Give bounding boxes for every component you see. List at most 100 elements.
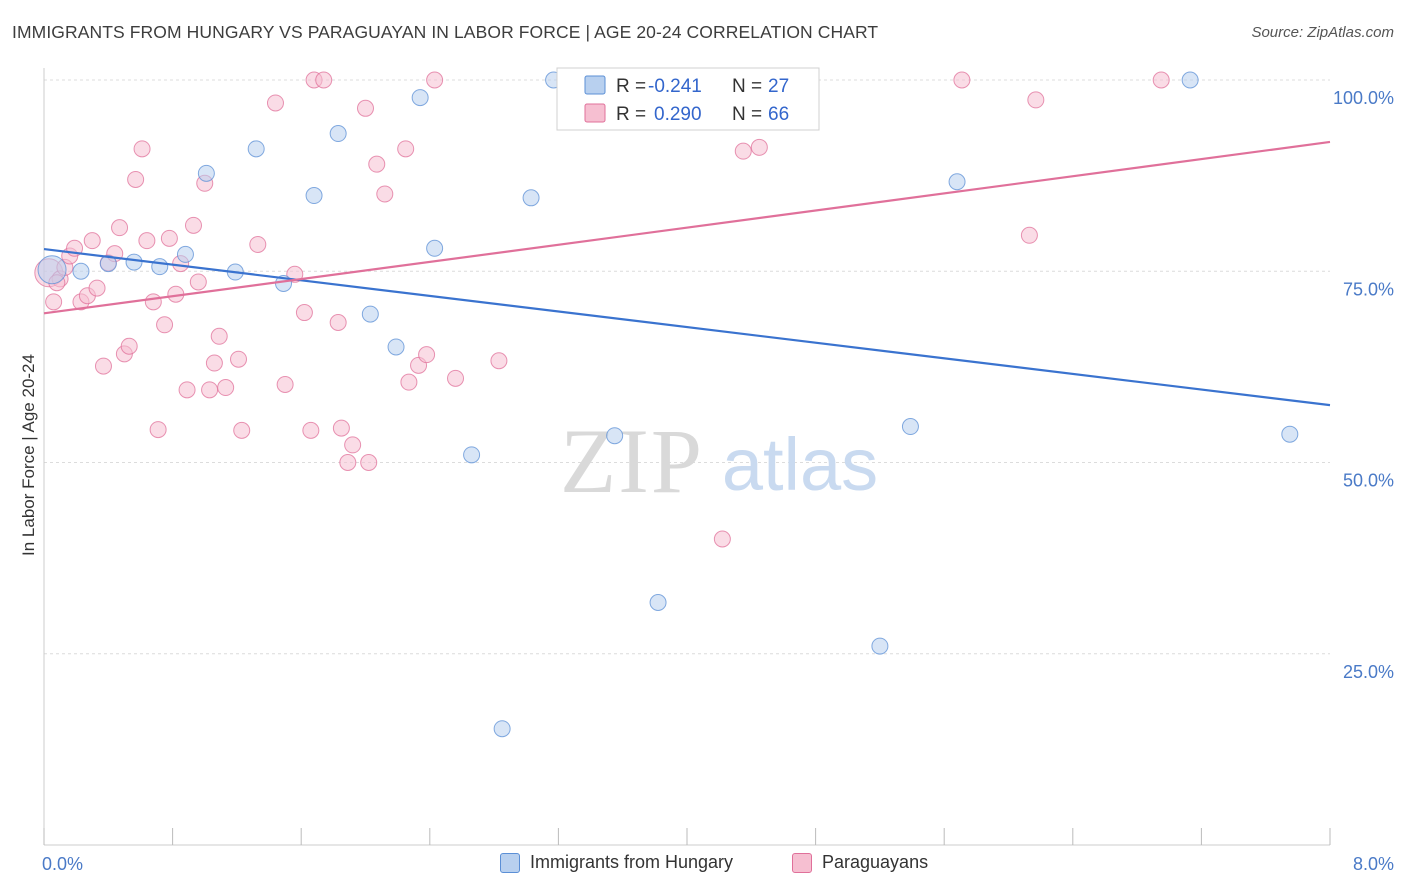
paraguayan-point [127,170,145,188]
trend-lines [43,140,1331,407]
stats-r-hungary: -0.241 [648,76,702,97]
hungary-point [72,262,90,280]
legend-label-hungary: Immigrants from Hungary [530,852,734,872]
hungary-point [247,140,265,158]
paraguayan-point [133,140,151,158]
y-tick-label: 25.0% [1343,662,1394,682]
watermark-atlas: atlas [722,423,878,506]
stats-n-label-2: N = [732,104,762,125]
paraguayan-point [329,314,347,332]
hungary-point [493,720,511,738]
x-tick-labels: 0.0% 8.0% [42,854,1394,874]
paraguayan-point [376,185,394,203]
chart-source: Source: ZipAtlas.com [1251,24,1394,41]
hungary-point [37,255,67,285]
paraguayan-point [344,436,362,454]
paraguayan-point [400,373,418,391]
paraguayan-point [189,273,207,291]
stats-n-hungary: 27 [768,76,789,97]
x-tick-label-max: 8.0% [1353,854,1394,874]
y-tick-label: 75.0% [1343,279,1394,299]
y-tick-label: 100.0% [1333,88,1394,108]
paraguayan-point [713,530,731,548]
paraguayan-point [360,454,378,471]
paraguayan-point [205,354,223,372]
x-tick-label-min: 0.0% [42,854,83,874]
paraguayan-point [120,337,138,355]
hungary-point [387,338,405,356]
paraguayan-point [953,71,971,89]
stats-n-label-1: N = [732,76,762,97]
hungary-point [99,255,117,273]
paraguayan-point [276,375,294,393]
hungary-point [1281,425,1299,443]
paraguayan-point [88,279,106,297]
hungary-point [948,173,966,191]
hungary-point [522,189,540,207]
hungary-point [426,239,444,257]
paraguayan-point [156,316,174,334]
hungary-point [361,305,379,323]
paraguayan-point [1020,226,1038,244]
paraguayan-point [295,304,313,322]
axes [43,68,1331,846]
paraguayan-point [357,99,374,117]
legend-swatch-hungary [500,852,520,873]
paraguayan-point [233,421,251,439]
legend-swatch-paraguayans [792,852,812,873]
hungary-point [329,125,347,143]
hungary-point [649,593,667,611]
paraguayan-point [368,155,386,173]
hungary-point [305,187,323,205]
paraguayan-point [94,357,112,375]
chart-title: IMMIGRANTS FROM HUNGARY VS PARAGUAYAN IN… [12,22,879,42]
hungary-point [901,418,919,436]
hungary-point [197,164,215,182]
paraguayan-point [332,419,350,437]
hungary-point [125,253,143,271]
stats-swatch-paraguayans [584,103,606,123]
hungary-points [37,71,1299,738]
paraguayan-point [178,381,196,399]
paraguayan-point [83,232,101,250]
paraguayan-point [397,140,415,158]
paraguayan-point [426,71,444,89]
legend-item-paraguayans[interactable]: Paraguayans [792,852,928,873]
stats-r-label-1: R = [616,76,646,97]
paraguayan-point [184,216,202,234]
stats-r-paraguayans: 0.290 [654,104,702,125]
paraguayan-point [230,350,248,368]
paraguayan-point [418,346,436,364]
paraguayan-point [249,235,267,253]
trend-line-hungary [43,247,1331,407]
paraguayan-point [734,142,752,160]
paraguayan-point [149,421,167,439]
legend-item-hungary[interactable]: Immigrants from Hungary [500,852,733,873]
hungary-point [463,446,481,464]
paraguayan-point [315,71,333,89]
hungary-point [871,637,889,655]
y-tick-label: 50.0% [1343,471,1394,491]
hungary-point [176,245,194,263]
watermark-zip: ZIP [560,410,704,512]
stats-r-label-2: R = [616,104,646,125]
watermark: ZIP atlas [560,410,878,512]
paraguayan-point [201,381,219,399]
hungary-point [1181,71,1199,89]
paraguayan-point [447,369,465,387]
paraguayan-point [45,293,63,311]
stats-legend: R = -0.241 N = 27 R = 0.290 N = 66 [556,67,820,131]
paraguayan-point [266,94,284,112]
hungary-point [151,258,169,276]
stats-n-paraguayans: 66 [768,104,789,125]
paraguayan-point [111,219,129,237]
paraguayans-points [34,71,1170,548]
paraguayan-point [750,138,768,156]
paraguayan-point [210,327,228,345]
stats-swatch-hungary [584,75,606,95]
trend-line-paraguayans [43,140,1331,315]
paraguayan-point [1027,91,1045,109]
paraguayan-point [302,421,320,439]
paraguayan-point [217,379,235,397]
